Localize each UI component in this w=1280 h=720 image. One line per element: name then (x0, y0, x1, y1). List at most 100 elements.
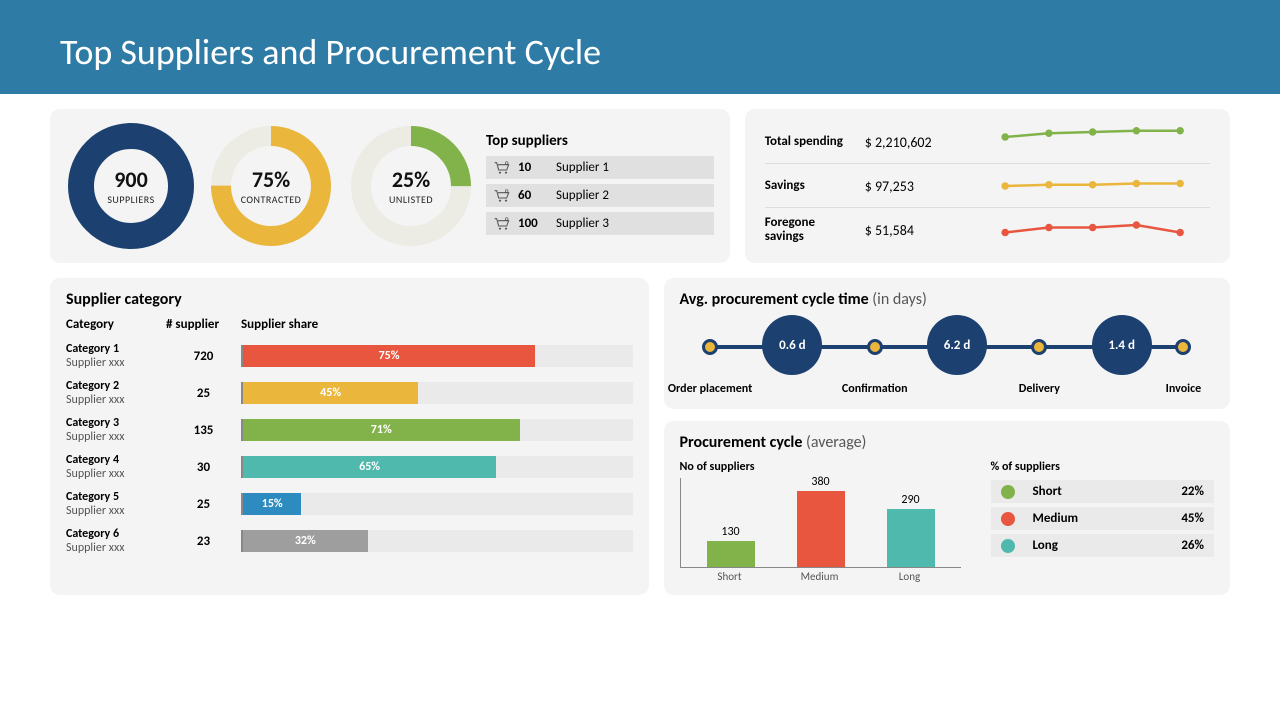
metric-label: Foregone savings (765, 216, 855, 245)
bar-rect (707, 541, 755, 567)
timeline-label-3: Invoice (1166, 382, 1202, 396)
timeline-node-2 (1031, 339, 1047, 355)
bar-track: 71% (241, 419, 633, 441)
swatch-icon (1001, 539, 1015, 553)
category-row-5: Category 6Supplier xxx 23 32% (66, 527, 633, 555)
proc-bar-1: 380 (791, 475, 851, 567)
bar-label-1: Medium (790, 570, 850, 583)
sparkline-icon (975, 127, 1210, 157)
cycle-title-sub: (in days) (872, 290, 927, 309)
legend-label: Long (1033, 538, 1182, 553)
content: 900SUPPLIERS 75%CONTRACTED 25%UNLISTED T… (0, 94, 1280, 610)
timeline-node-1 (867, 339, 883, 355)
timeline-label-0: Order placement (668, 382, 752, 396)
cart-icon (494, 161, 510, 175)
legend-pct: 45% (1181, 511, 1204, 526)
bar-fill: 71% (243, 419, 520, 441)
metric-label: Total spending (765, 135, 855, 149)
bar-rect (797, 491, 845, 567)
cat-sub: Supplier xxx (66, 393, 166, 407)
proc-bar-0: 130 (701, 525, 761, 567)
bar-fill: 75% (243, 345, 535, 367)
bar-value: 380 (811, 475, 829, 489)
cycle-title: Avg. procurement cycle time (in days) (680, 290, 1215, 309)
donut-0: 900SUPPLIERS (66, 121, 196, 251)
cat-count: 135 (166, 423, 241, 438)
proc-bars: No of suppliers 130380290 ShortMediumLon… (680, 460, 961, 583)
category-card: Supplier category Category # supplier Su… (50, 278, 649, 595)
proc-bar-2: 290 (881, 493, 941, 567)
proc-right-sub: % of suppliers (991, 460, 1215, 474)
metric-row-1: Savings $ 97,253 (765, 165, 1210, 208)
bar-track: 75% (241, 345, 633, 367)
cat-name: Category 1 (66, 342, 166, 356)
timeline-bignode-1: 6.2 d (927, 315, 987, 375)
swatch-icon (1001, 512, 1015, 526)
top-row: 900SUPPLIERS 75%CONTRACTED 25%UNLISTED T… (50, 109, 1230, 263)
bar-fill: 65% (243, 456, 496, 478)
category-row-2: Category 3Supplier xxx 135 71% (66, 416, 633, 444)
top-suppliers: Top suppliers 10Supplier 1 60 Supplier 2 10… (486, 132, 714, 240)
header: Top Suppliers and Procurement Cycle (0, 0, 1280, 94)
bar-track: 15% (241, 493, 633, 515)
proc-title: Procurement cycle (average) (680, 433, 1215, 452)
supplier-name: Supplier 2 (556, 188, 609, 203)
metric-value: $ 97,253 (865, 178, 965, 195)
supplier-n: 10 (518, 160, 548, 175)
metric-row-0: Total spending $ 2,210,602 (765, 121, 1210, 164)
bar-track: 65% (241, 456, 633, 478)
supplier-row-0: 10Supplier 1 (486, 156, 714, 179)
timeline-node-0 (702, 339, 718, 355)
proc-title-main: Procurement cycle (680, 433, 803, 452)
supplier-row-2: 100 Supplier 3 (486, 212, 714, 235)
timeline: Order placementConfirmationDeliveryInvoi… (690, 327, 1205, 397)
timeline-bignode-2: 1.4 d (1092, 315, 1152, 375)
bar-track: 45% (241, 382, 633, 404)
donut-2: 25%UNLISTED (346, 121, 476, 251)
legend-pct: 26% (1181, 538, 1204, 553)
cycle-card: Avg. procurement cycle time (in days) Or… (664, 278, 1231, 409)
cat-count: 720 (166, 349, 241, 364)
supplier-row-1: 60 Supplier 2 (486, 184, 714, 207)
proc-left-sub: No of suppliers (680, 460, 961, 474)
cat-sub: Supplier xxx (66, 430, 166, 444)
proc-legend: % of suppliers Short 22% Medium 45% Long… (991, 460, 1215, 583)
kpi-card: 900SUPPLIERS 75%CONTRACTED 25%UNLISTED T… (50, 109, 730, 263)
cart-icon (494, 189, 510, 203)
col-share: Supplier share (241, 317, 318, 332)
legend-row-2: Long 26% (991, 534, 1215, 557)
cat-name: Category 3 (66, 416, 166, 430)
bar-fill: 15% (243, 493, 301, 515)
legend-row-0: Short 22% (991, 480, 1215, 503)
category-title: Supplier category (66, 290, 633, 309)
cat-name: Category 2 (66, 379, 166, 393)
swatch-icon (1001, 485, 1015, 499)
sparkline-icon (975, 215, 1210, 245)
bar-fill: 45% (243, 382, 418, 404)
legend-label: Short (1033, 484, 1182, 499)
cat-name: Category 4 (66, 453, 166, 467)
cat-name: Category 5 (66, 490, 166, 504)
supplier-n: 100 (518, 216, 548, 231)
timeline-node-3 (1175, 339, 1191, 355)
cycle-title-main: Avg. procurement cycle time (680, 290, 869, 309)
legend-pct: 22% (1181, 484, 1204, 499)
metric-value: $ 51,584 (865, 222, 965, 239)
cat-sub: Supplier xxx (66, 356, 166, 370)
col-nsupplier: # supplier (166, 317, 241, 332)
donut-1: 75%CONTRACTED (206, 121, 336, 251)
cart-icon (494, 217, 510, 231)
supplier-name: Supplier 3 (556, 216, 609, 231)
col-category: Category (66, 317, 166, 332)
supplier-n: 60 (518, 188, 548, 203)
top-suppliers-title: Top suppliers (486, 132, 714, 150)
page-title: Top Suppliers and Procurement Cycle (60, 30, 1220, 74)
metric-row-2: Foregone savings $ 51,584 (765, 209, 1210, 251)
category-row-0: Category 1Supplier xxx 720 75% (66, 342, 633, 370)
cat-name: Category 6 (66, 527, 166, 541)
sparkline-icon (975, 171, 1210, 201)
category-row-1: Category 2Supplier xxx 25 45% (66, 379, 633, 407)
bar-rect (887, 509, 935, 567)
bar-track: 32% (241, 530, 633, 552)
proc-title-sub: (average) (806, 433, 866, 452)
